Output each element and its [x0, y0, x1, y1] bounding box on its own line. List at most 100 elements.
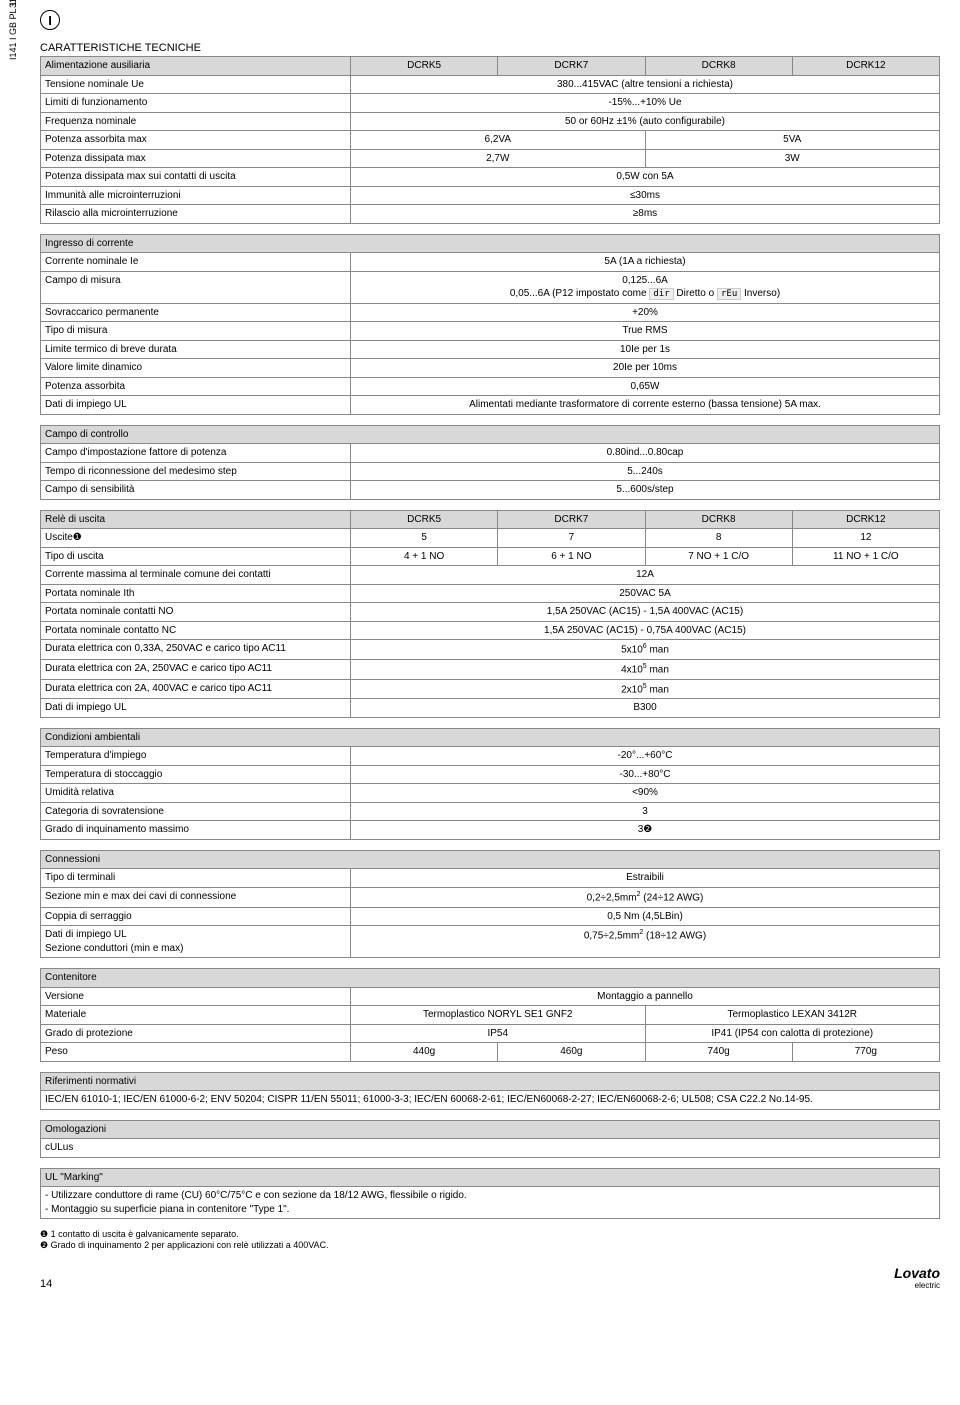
row-label: Portata nominale contatti NO: [41, 603, 351, 622]
row-label: Corrente nominale Ie: [41, 253, 351, 272]
row-value: -20°...+60°C: [351, 747, 940, 766]
t10-body: - Utilizzare conduttore di rame (CU) 60°…: [41, 1187, 940, 1219]
row-value: 3: [351, 802, 940, 821]
t10-header: UL "Marking": [41, 1168, 940, 1187]
row-label: Potenza dissipata max: [41, 149, 351, 168]
cell: 460g: [498, 1043, 645, 1062]
row-value: 1,5A 250VAC (AC15) - 1,5A 400VAC (AC15): [351, 603, 940, 622]
row-label: Potenza assorbita max: [41, 131, 351, 150]
row-value: -30...+80°C: [351, 765, 940, 784]
row-label: Immunità alle microinterruzioni: [41, 186, 351, 205]
t1-header: Alimentazione ausiliaria: [41, 57, 351, 76]
row-value: 5...600s/step: [351, 481, 940, 500]
row-value: 50 or 60Hz ±1% (auto configurabile): [351, 112, 940, 131]
table-current-input: Ingresso di corrente Corrente nominale I…: [40, 234, 940, 415]
row-value-b: 5VA: [645, 131, 940, 150]
row-label: Materiale: [41, 1006, 351, 1025]
row-value: 5A (1A a richiesta): [351, 253, 940, 272]
row-value: 20Ie per 10ms: [351, 359, 940, 378]
row-label: Campo di misura: [41, 271, 351, 303]
section-title: CARATTERISTICHE TECNICHE: [40, 42, 940, 54]
t10-line2: - Montaggio su superficie piana in conte…: [45, 1203, 935, 1217]
row-label: Valore limite dinamico: [41, 359, 351, 378]
table-connections: Connessioni Tipo di terminaliEstraibiliS…: [40, 850, 940, 958]
t7-header: Contenitore: [41, 969, 940, 988]
row-value: 4x105 man: [351, 659, 940, 679]
row-label: Versione: [41, 987, 351, 1006]
t10-line1: - Utilizzare conduttore di rame (CU) 60°…: [45, 1189, 935, 1203]
t1-col3: DCRK12: [792, 57, 939, 76]
row-value: 12A: [351, 566, 940, 585]
t9-text: cULus: [41, 1139, 940, 1158]
table-control-range: Campo di controllo Campo d'impostazione …: [40, 425, 940, 500]
row-label: Temperatura d'impiego: [41, 747, 351, 766]
row-label: Umidità relativa: [41, 784, 351, 803]
footnote-2: ❷ Grado di inquinamento 2 per applicazio…: [40, 1240, 940, 1251]
row-label: Durata elettrica con 0,33A, 250VAC e car…: [41, 640, 351, 660]
footnote-1: ❶ 1 contatto di uscita è galvanicamente …: [40, 1229, 940, 1240]
row-value: Estraibili: [351, 869, 940, 888]
row-value: 0,75÷2,5mm2 (18÷12 AWG): [351, 926, 940, 958]
row-label: Dati di impiego UL: [41, 699, 351, 718]
page-number: 14: [40, 1278, 52, 1290]
row-label: Sezione min e max dei cavi di connession…: [41, 887, 351, 907]
cell: 12: [792, 529, 939, 548]
t1-col0: DCRK5: [351, 57, 498, 76]
t1-col2: DCRK8: [645, 57, 792, 76]
table-ul-marking: UL "Marking" - Utilizzare conduttore di …: [40, 1168, 940, 1220]
row-label: Rilascio alla microinterruzione: [41, 205, 351, 224]
row-label: Durata elettrica con 2A, 250VAC e carico…: [41, 659, 351, 679]
cell: 4 + 1 NO: [351, 547, 498, 566]
row-label: Campo d'impostazione fattore di potenza: [41, 444, 351, 463]
row-label: Dati di impiego ULSezione conduttori (mi…: [41, 926, 351, 958]
row-value: 0,125...6A0,05...6A (P12 impostato come …: [351, 271, 940, 303]
row-value: 0,5W con 5A: [351, 168, 940, 187]
row-value: Alimentati mediante trasformatore di cor…: [351, 396, 940, 415]
table-standards: Riferimenti normativi IEC/EN 61010-1; IE…: [40, 1072, 940, 1110]
t5-header: Condizioni ambientali: [41, 728, 940, 747]
row-label: Sovraccarico permanente: [41, 303, 351, 322]
row-value: 3❷: [351, 821, 940, 840]
cell: 5: [351, 529, 498, 548]
row-label: Grado di inquinamento massimo: [41, 821, 351, 840]
t4-col3: DCRK12: [792, 510, 939, 529]
t1-col1: DCRK7: [498, 57, 645, 76]
row-value: 380...415VAC (altre tensioni a richiesta…: [351, 75, 940, 94]
row-label: Potenza dissipata max sui contatti di us…: [41, 168, 351, 187]
row-value: 0,5 Nm (4,5LBin): [351, 907, 940, 926]
row-value: True RMS: [351, 322, 940, 341]
row-value-b: Termoplastico LEXAN 3412R: [645, 1006, 940, 1025]
t2-header: Ingresso di corrente: [41, 234, 940, 253]
row-label: Campo di sensibilità: [41, 481, 351, 500]
row-value-a: Termoplastico NORYL SE1 GNF2: [351, 1006, 646, 1025]
row-value: 0.80ind...0.80cap: [351, 444, 940, 463]
row-label: Categoria di sovratensione: [41, 802, 351, 821]
t4-col2: DCRK8: [645, 510, 792, 529]
row-value: 0,2÷2,5mm2 (24÷12 AWG): [351, 887, 940, 907]
row-label: Peso: [41, 1043, 351, 1062]
row-label: Uscite❶: [41, 529, 351, 548]
row-value-a: 6,2VA: [351, 131, 646, 150]
row-value: +20%: [351, 303, 940, 322]
row-label: Tipo di misura: [41, 322, 351, 341]
row-value: ≥8ms: [351, 205, 940, 224]
row-label: Potenza assorbita: [41, 377, 351, 396]
brand-logo: Lovato electric: [894, 1265, 940, 1290]
row-label: Durata elettrica con 2A, 400VAC e carico…: [41, 679, 351, 699]
cell: 440g: [351, 1043, 498, 1062]
row-value: ≤30ms: [351, 186, 940, 205]
t8-header: Riferimenti normativi: [41, 1072, 940, 1091]
row-value: 1,5A 250VAC (AC15) - 0,75A 400VAC (AC15): [351, 621, 940, 640]
table-enclosure: Contenitore VersioneMontaggio a pannello…: [40, 968, 940, 1062]
row-value: B300: [351, 699, 940, 718]
row-label: Limite termico di breve durata: [41, 340, 351, 359]
t3-header: Campo di controllo: [41, 425, 940, 444]
row-value: 2x105 man: [351, 679, 940, 699]
row-value: 0,65W: [351, 377, 940, 396]
cell: 6 + 1 NO: [498, 547, 645, 566]
row-value-a: IP54: [351, 1024, 646, 1043]
row-label: Coppia di serraggio: [41, 907, 351, 926]
brand-name: Lovato: [894, 1265, 940, 1281]
table-output-relay: Relè di uscita DCRK5 DCRK7 DCRK8 DCRK12 …: [40, 510, 940, 718]
t6-header: Connessioni: [41, 850, 940, 869]
